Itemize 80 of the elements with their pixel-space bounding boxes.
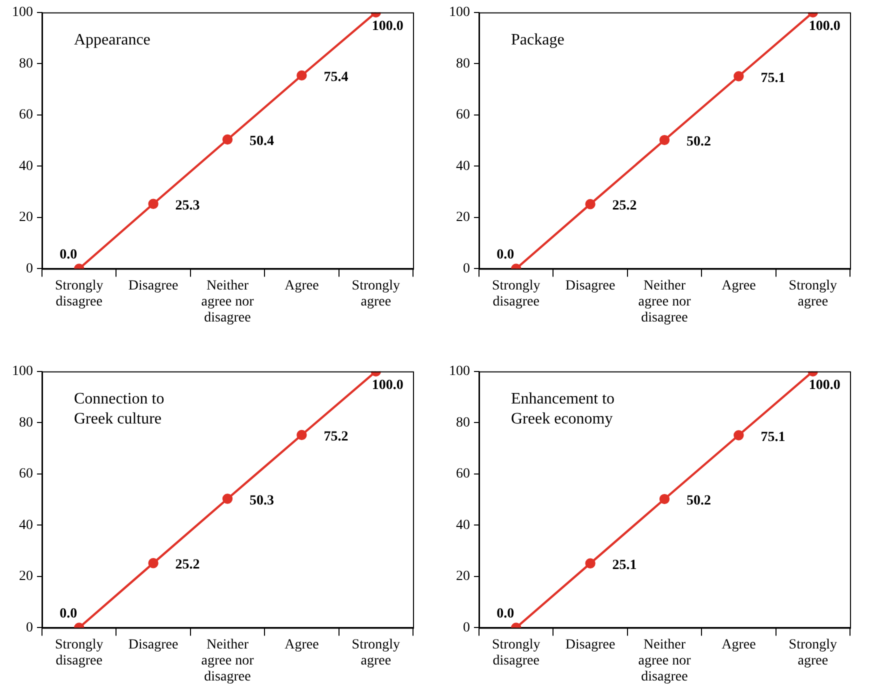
x-tick-label: Strongly disagree [54, 637, 104, 669]
point [148, 198, 158, 209]
data-label: 0.0 [60, 606, 78, 622]
data-label: 0.0 [60, 247, 78, 262]
x-tick-label: Strongly agree [788, 278, 838, 310]
y-tick-label: 100 [449, 5, 470, 20]
data-label: 0.0 [496, 606, 514, 622]
data-label: 50.2 [686, 494, 711, 509]
y-tick-label: 80 [19, 415, 33, 430]
x-tick-label: Neither agree nor disagree [638, 278, 692, 326]
point [734, 71, 744, 82]
y-tick-label: 0 [26, 620, 33, 636]
point [296, 70, 307, 81]
data-label: 50.4 [250, 134, 274, 150]
point [222, 494, 233, 504]
point [585, 558, 596, 568]
text: Appearance [74, 32, 150, 49]
y-tick-label: 60 [456, 108, 470, 123]
point [734, 430, 744, 440]
data-label: 100.0 [372, 378, 404, 394]
y-tick-label: 80 [19, 56, 33, 72]
data-label: 100.0 [808, 19, 840, 34]
point [585, 199, 596, 210]
y-tick-label: 60 [19, 466, 33, 482]
y-tick-label: 100 [449, 364, 470, 380]
point [148, 558, 158, 568]
x-tick-label: Strongly agree [352, 637, 400, 669]
point [222, 134, 233, 145]
data-label: 0.0 [496, 247, 514, 262]
x-tick-label: Disagree [128, 278, 178, 294]
data-label: 75.2 [324, 430, 348, 445]
data-label: 50.2 [686, 134, 711, 150]
text: Package [511, 32, 564, 49]
y-tick-label: 20 [19, 569, 33, 584]
data-label: 25.3 [175, 198, 200, 214]
data-label: 75.1 [760, 70, 786, 86]
x-tick-label: Disagree [565, 637, 616, 652]
y-tick-label: 40 [19, 158, 33, 174]
text: Enhancement to Greek economy [511, 390, 615, 428]
y-tick-label: 40 [456, 518, 470, 533]
y-tick-label: 0 [463, 261, 470, 276]
x-tick-label: Strongly disagree [492, 278, 540, 310]
x-tick-label: Disagree [565, 278, 616, 294]
text: Connection to Greek culture [74, 390, 164, 428]
x-tick-label: Strongly disagree [54, 278, 104, 310]
y-tick-label: 20 [456, 569, 470, 584]
y-tick-label: 40 [19, 518, 33, 533]
x-tick-label: Strongly agree [352, 278, 400, 310]
y-tick-label: 40 [456, 158, 470, 174]
y-tick-label: 20 [19, 210, 33, 226]
y-tick-label: 100 [12, 5, 33, 20]
x-tick-label: Neither agree nor disagree [201, 637, 254, 685]
data-label: 75.1 [760, 430, 786, 445]
x-tick-label: Agree [284, 278, 319, 294]
y-tick-label: 0 [26, 261, 33, 276]
data-label: 25.2 [612, 198, 637, 214]
data-label: 75.4 [324, 70, 348, 86]
data-label: 25.1 [612, 558, 637, 573]
x-tick-label: Neither agree nor disagree [638, 637, 692, 685]
data-label: 100.0 [808, 378, 840, 394]
point [659, 134, 670, 146]
point [296, 430, 307, 440]
x-tick-label: Disagree [128, 637, 178, 652]
data-label: 25.2 [175, 558, 200, 573]
y-tick-label: 100 [12, 364, 33, 380]
y-tick-label: 20 [456, 210, 470, 226]
data-label: 50.3 [250, 493, 274, 508]
x-tick-label: Agree [722, 637, 756, 652]
y-tick-label: 80 [456, 56, 470, 72]
y-tick-label: 60 [19, 108, 33, 123]
x-tick-label: Strongly disagree [492, 637, 540, 669]
y-tick-label: 60 [456, 466, 470, 482]
y-tick-label: 80 [456, 415, 470, 430]
point [659, 494, 670, 504]
x-tick-label: Strongly agree [788, 637, 838, 669]
x-tick-label: Agree [284, 637, 319, 652]
y-tick-label: 0 [463, 620, 470, 636]
x-tick-label: Neither agree nor disagree [201, 278, 254, 326]
data-label: 100.0 [372, 19, 404, 34]
x-tick-label: Agree [722, 278, 756, 294]
